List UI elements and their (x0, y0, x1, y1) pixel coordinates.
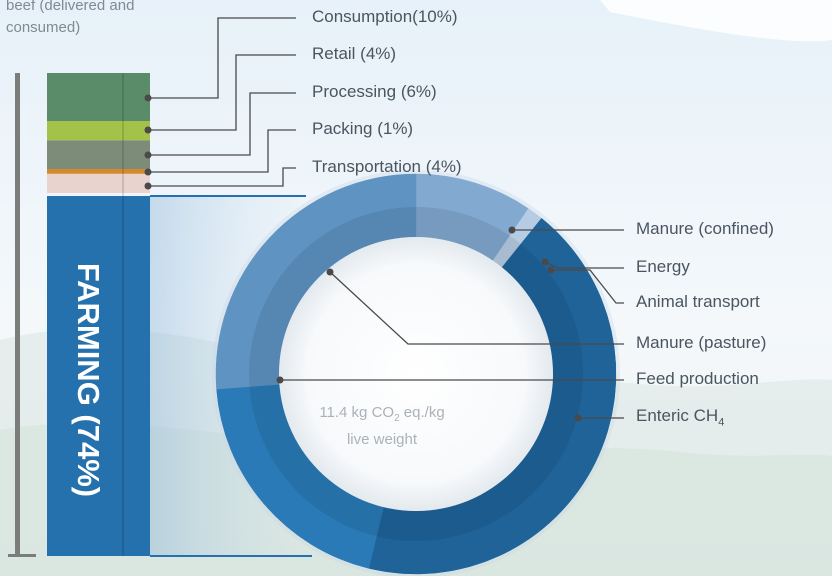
leader-processing (148, 92, 296, 156)
leader-retail (148, 54, 296, 131)
label-processing: Processing (6%) (312, 82, 437, 101)
center-line1-post: eq./kg (399, 404, 445, 421)
dot-packing (144, 168, 152, 176)
dot-feed-production (276, 376, 284, 384)
header-note-line2: consumed) (6, 19, 81, 36)
dot-transportation (144, 182, 152, 190)
center-line1: 11.4 kg CO2 eq./kg (302, 402, 462, 429)
header-note-line1: beef (delivered and (6, 0, 135, 14)
donut-slice-enteric (368, 217, 617, 575)
bar-segment-farming (47, 196, 150, 556)
label-retail: Retail (4%) (312, 44, 397, 63)
label-energy: Energy (636, 257, 690, 276)
label-transportation: Transportation (4%) (312, 157, 462, 176)
bar-segment-consumption (47, 73, 150, 121)
center-line1-pre: 11.4 kg CO (319, 404, 395, 421)
label-feed-production: Feed production (636, 369, 759, 388)
leader-consumption (148, 17, 296, 99)
center-line1-sub: 2 (394, 413, 400, 424)
label-packing: Packing (1%) (312, 119, 414, 138)
leader-packing (148, 129, 296, 173)
center-line2: live weight (346, 431, 418, 448)
label-manure-confined: Manure (confined) (636, 219, 774, 238)
donut-inner-circle (279, 237, 553, 511)
label-animal-transport: Animal transport (636, 292, 760, 311)
leader-energy (544, 261, 624, 269)
label-manure-pasture: Manure (pasture) (636, 333, 767, 352)
dot-animal-transport (547, 266, 555, 274)
scale-bar-base (8, 554, 36, 557)
scale-bar (15, 73, 20, 555)
bar-segment-processing (47, 140, 150, 169)
dot-consumption (144, 94, 152, 102)
leader-animal-transport (551, 269, 624, 304)
dot-manure-pasture (326, 268, 334, 276)
dot-retail (144, 126, 152, 134)
dot-processing (144, 151, 152, 159)
donut-inner-band (249, 207, 583, 541)
label-enteric: Enteric CH4 (636, 406, 724, 428)
leader-transportation (148, 167, 296, 187)
label-enteric-text: Enteric CH (636, 406, 719, 425)
leader-manure-pasture (329, 271, 624, 345)
bar-segment-transportation (47, 173, 150, 193)
donut-center-text: 11.4 kg CO2 eq./kg live weight (302, 402, 462, 450)
dot-energy (541, 258, 549, 266)
bar-segment-packing (47, 169, 150, 174)
header-note: beef (delivered and consumed) (6, 0, 134, 39)
dot-enteric (574, 414, 582, 422)
dot-manure-confined (508, 226, 516, 234)
cloud-shape (600, 0, 832, 42)
label-enteric-sub: 4 (718, 416, 725, 429)
bar-segment-retail (47, 121, 150, 141)
bar-divider-stripe (122, 73, 124, 556)
label-consumption: Consumption(10%) (312, 7, 458, 26)
